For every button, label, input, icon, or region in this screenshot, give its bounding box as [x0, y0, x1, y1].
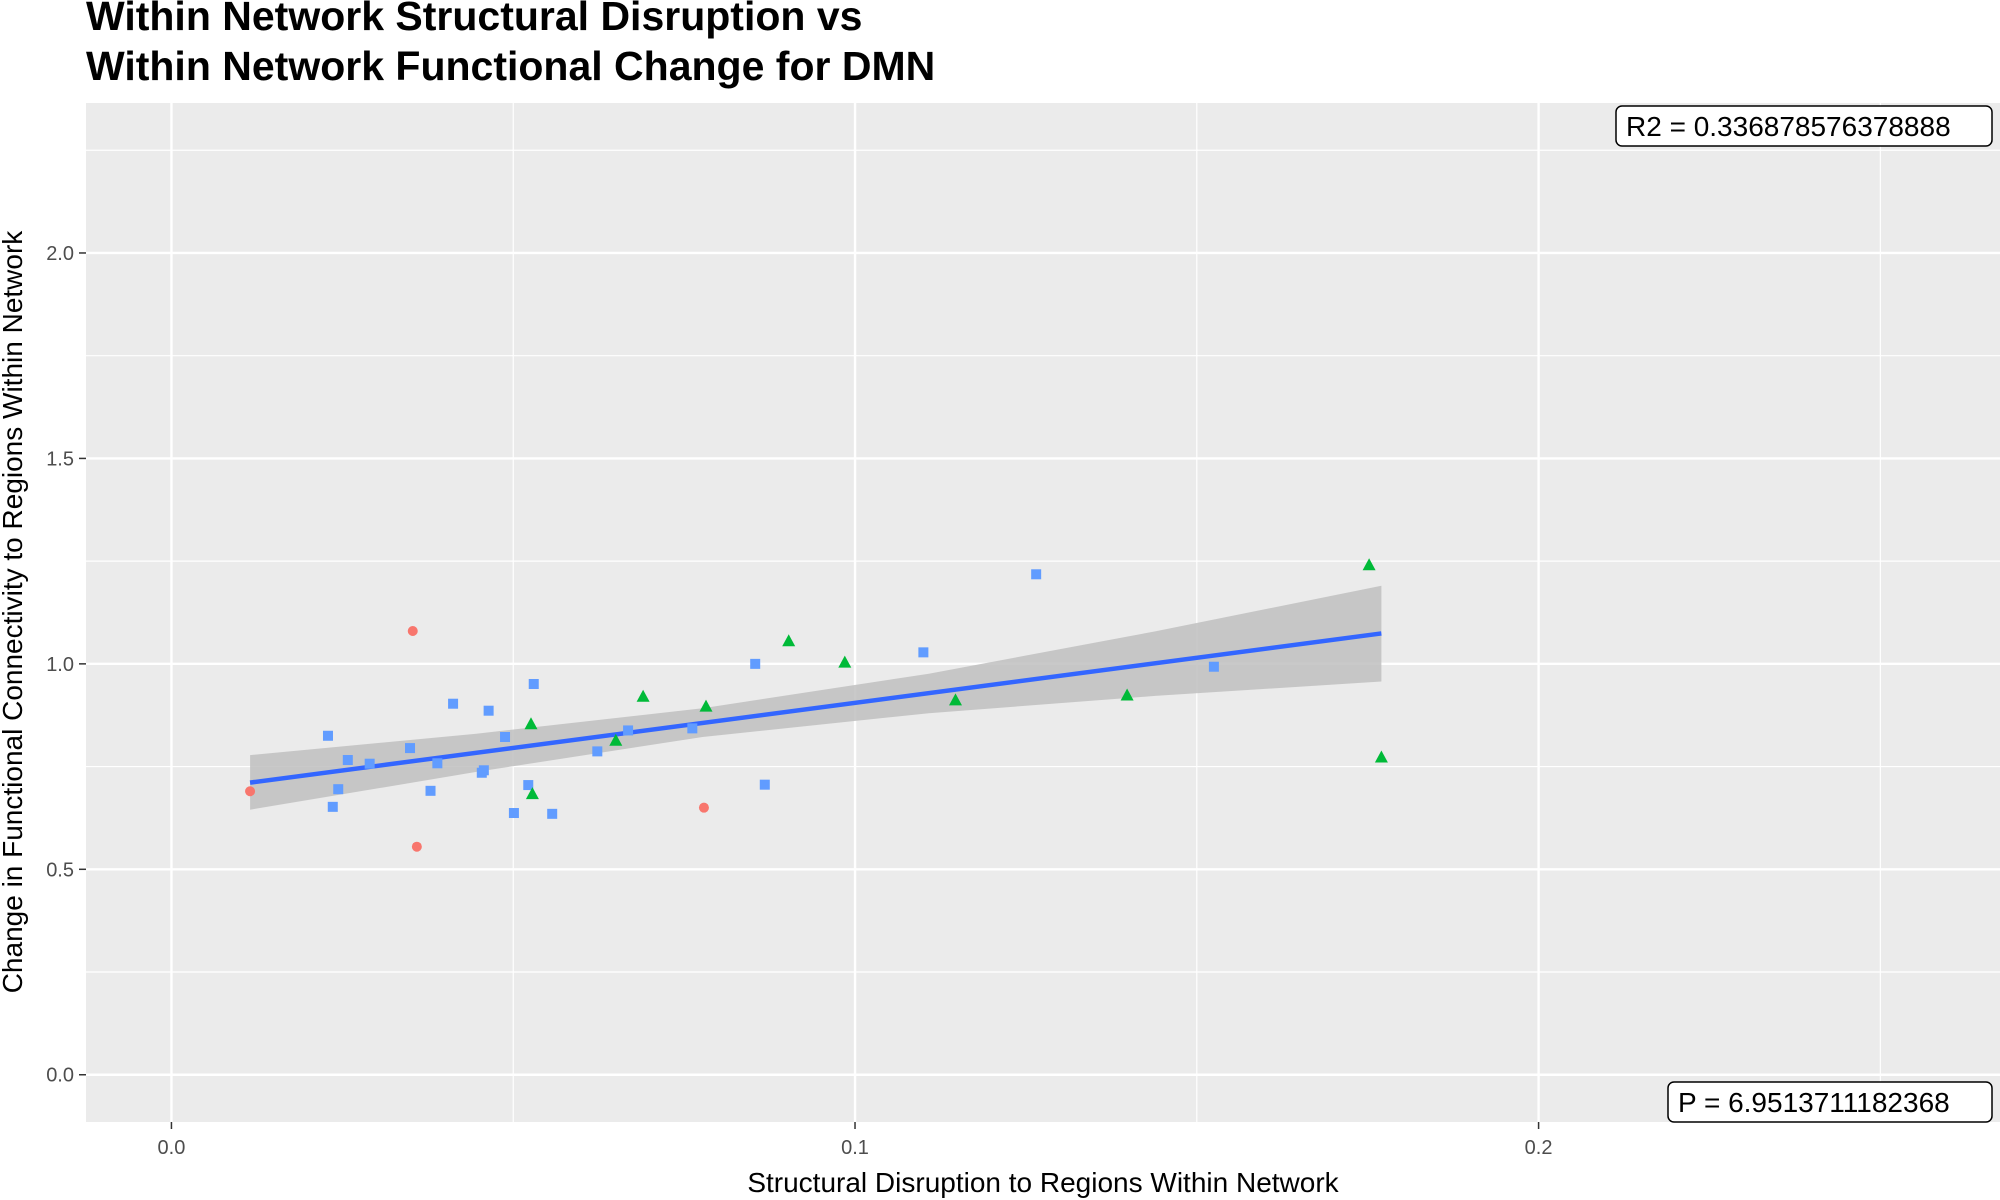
y-tick-label: 1.0	[46, 654, 74, 676]
x-tick-label: 0.2	[1525, 1137, 1553, 1159]
r2-annotation-box	[1615, 105, 1993, 147]
p-annotation-box	[1667, 1081, 1993, 1123]
data-point-triangle	[609, 733, 623, 746]
data-point-circle	[698, 802, 709, 813]
data-point-circle	[245, 786, 256, 797]
x-tick-label: 0.1	[841, 1137, 869, 1159]
data-point-square	[432, 758, 443, 769]
data-point-square	[759, 779, 770, 790]
data-point-square	[918, 647, 929, 658]
data-point-triangle	[525, 787, 539, 800]
regression-line-layer	[249, 631, 1382, 785]
p-annotation-text: P = 6.9513711182368	[1678, 1087, 1950, 1118]
confidence-band	[250, 585, 1382, 810]
data-point-square	[333, 784, 344, 795]
data-point-square	[750, 658, 761, 669]
data-point-square	[425, 785, 436, 796]
data-point-square	[364, 758, 375, 769]
data-point-square	[687, 723, 698, 734]
plot-panel	[86, 103, 2000, 1122]
data-point-triangle	[1374, 750, 1388, 763]
y-axis-label: Change in Functional Connectivity to Reg…	[0, 230, 28, 994]
data-point-circle	[411, 841, 422, 852]
data-point-triangle	[636, 689, 650, 702]
r2-annotation: R2 = 0.336878576378888	[1615, 105, 1993, 147]
data-point-square	[523, 780, 534, 791]
data-point-square	[1208, 661, 1219, 672]
chart-title: Within Network Structural Disruption vs …	[86, 0, 935, 89]
data-point-square	[448, 698, 459, 709]
data-point-triangle	[1362, 558, 1376, 571]
chart-title-line-2: Within Network Functional Change for DMN	[86, 43, 935, 89]
y-tick-label: 2.0	[46, 243, 74, 265]
data-point-square	[500, 731, 511, 742]
data-point-square	[483, 705, 494, 716]
x-axis-label: Structural Disruption to Regions Within …	[747, 1167, 1339, 1198]
y-axis-ticks: 0.0 0.5 1.0 1.5 2.0	[46, 243, 86, 1087]
chart-title-line-1: Within Network Structural Disruption vs	[86, 0, 862, 39]
data-point-square	[508, 808, 519, 819]
data-point-square	[327, 801, 338, 812]
data-point-triangle	[838, 655, 852, 668]
data-point-square	[405, 743, 416, 754]
data-point-square	[342, 755, 353, 766]
data-points	[245, 558, 1388, 852]
data-point-triangle	[699, 699, 713, 712]
x-tick-label: 0.0	[158, 1137, 186, 1159]
data-point-triangle	[524, 717, 538, 730]
data-point-circle	[407, 625, 418, 636]
data-point-square	[322, 730, 333, 741]
data-point-triangle	[782, 634, 796, 647]
r2-annotation-text: R2 = 0.336878576378888	[1626, 111, 1951, 142]
regression-line	[249, 631, 1382, 785]
y-tick-label: 1.5	[46, 448, 74, 470]
y-tick-label: 0.5	[46, 859, 74, 881]
data-point-square	[592, 746, 603, 757]
p-annotation: P = 6.9513711182368	[1667, 1081, 1993, 1123]
data-point-triangle	[949, 693, 962, 706]
data-point-triangle	[1120, 688, 1134, 701]
confidence-band-layer	[250, 585, 1382, 810]
data-point-square	[528, 678, 539, 689]
y-tick-label: 0.0	[46, 1065, 74, 1087]
data-point-square	[547, 808, 558, 819]
data-point-square	[1031, 569, 1042, 580]
x-axis-ticks: 0.0 0.1 0.2	[158, 1122, 1553, 1159]
data-point-square	[623, 725, 634, 736]
data-point-square	[478, 765, 489, 776]
